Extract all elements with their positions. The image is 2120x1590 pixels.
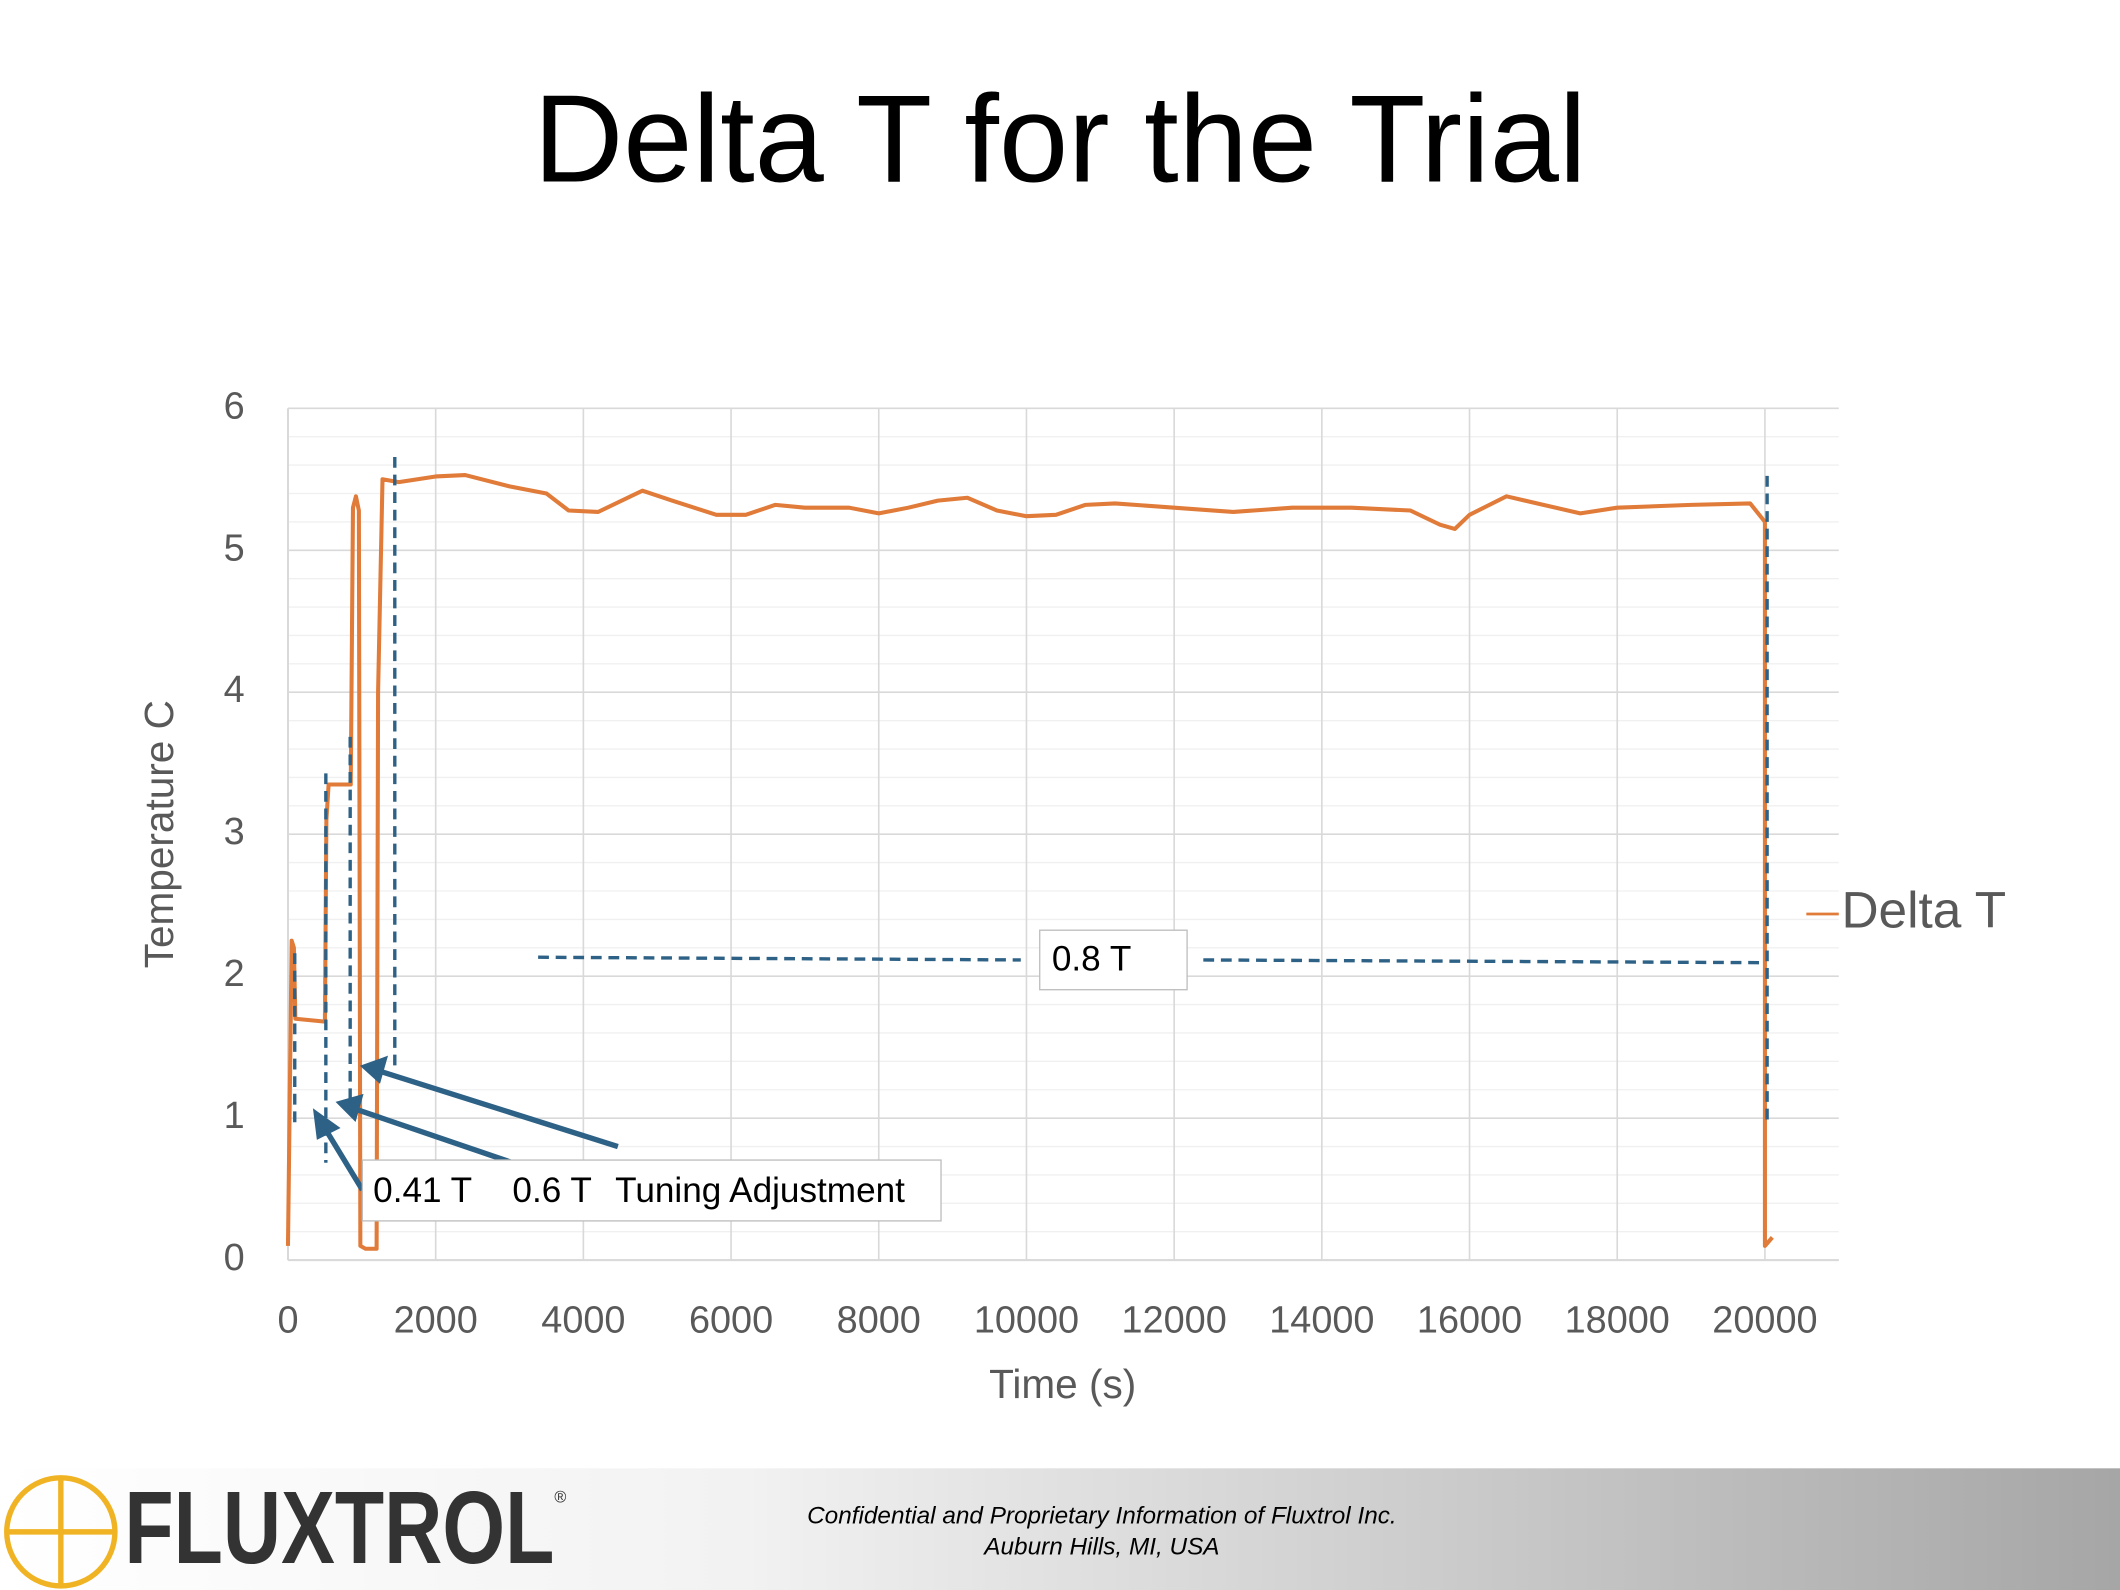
- footer-text: Auburn Hills, MI, USA: [982, 1534, 1219, 1561]
- footer-band: [0, 1468, 2120, 1590]
- slide-title: Delta T for the Trial: [533, 70, 1586, 209]
- y-tick-label: 6: [224, 385, 245, 427]
- y-tick-label: 2: [224, 953, 245, 995]
- plot-area: 0 1 2 3 4 5 6 0 2000 4000 6000 8000 10000 12000 14000 1…: [224, 385, 2006, 1341]
- x-tick-label: 0: [277, 1299, 298, 1341]
- annotation: 0.41 T: [373, 1171, 472, 1210]
- logo-text: FLUXTROL: [124, 1470, 554, 1585]
- annotation: 0.8 T: [1052, 940, 1131, 979]
- annotation-arrows: [312, 1055, 619, 1192]
- annotation-box: [1039, 929, 1188, 991]
- y-tick-label: 5: [224, 527, 245, 569]
- x-tick-label: 12000: [1122, 1299, 1227, 1341]
- x-tick-label: 18000: [1565, 1299, 1670, 1341]
- x-axis-label: Time (s): [989, 1361, 1136, 1407]
- annotation: Tuning Adjustment: [615, 1171, 905, 1210]
- y-tick-label: 3: [224, 811, 245, 853]
- x-tick-label: 2000: [394, 1299, 478, 1341]
- y-tick-label: 4: [224, 669, 245, 711]
- annotation-lines: [293, 456, 1769, 1163]
- x-tick-label: 20000: [1712, 1299, 1817, 1341]
- x-tick-label: 10000: [974, 1299, 1079, 1341]
- y-axis-label: Temperature C: [136, 700, 182, 968]
- x-tick-label: 16000: [1417, 1299, 1522, 1341]
- x-tick-label: 4000: [541, 1299, 625, 1341]
- x-tick-label: 14000: [1269, 1299, 1374, 1341]
- x-tick-label: 8000: [837, 1299, 921, 1341]
- logo-mark: ®: [554, 1488, 566, 1506]
- y-tick-label: 0: [224, 1237, 245, 1279]
- x-tick-label: 6000: [689, 1299, 773, 1341]
- footer-text: Confidential and Proprietary Information…: [807, 1502, 1397, 1529]
- legend-label: Delta T: [1841, 881, 2006, 939]
- y-tick-label: 1: [224, 1095, 245, 1137]
- data-line: [285, 473, 1774, 1251]
- annotation: 0.6 T: [512, 1171, 591, 1210]
- annotation-box: [361, 1159, 942, 1222]
